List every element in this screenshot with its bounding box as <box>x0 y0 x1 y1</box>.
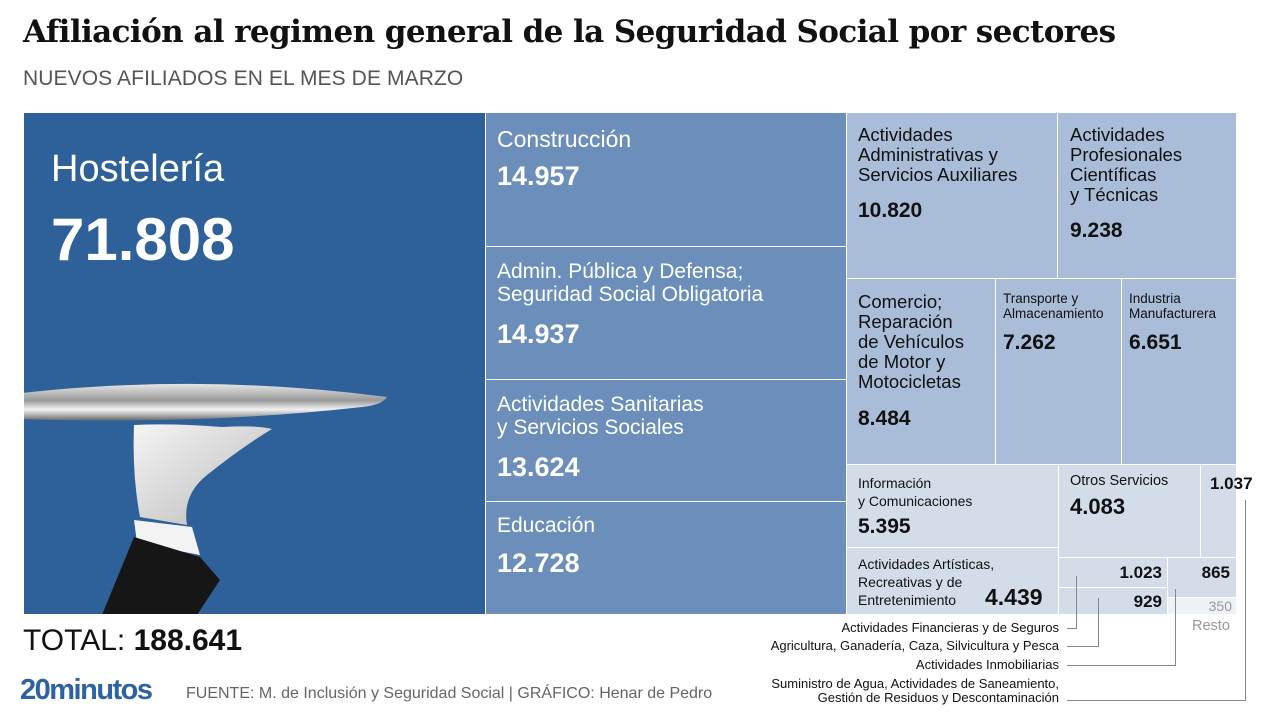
tile-label-line: y Técnicas <box>1070 183 1159 205</box>
tile-value: 1.023 <box>1119 563 1162 582</box>
tile-value: 929 <box>1133 592 1162 611</box>
tile-profesionales: Actividades Profesionales Científicas y … <box>1057 112 1237 279</box>
tile-value: 14.937 <box>497 319 580 349</box>
tile-inmobiliarias: 865 <box>1167 557 1237 598</box>
legend-inmobiliarias: Actividades Inmobiliarias <box>915 657 1059 672</box>
tile-value: 9.238 <box>1070 219 1123 242</box>
tile-label: Transporte y Almacenamiento <box>1003 291 1104 321</box>
tile-label-line: Actividades Sanitarias <box>497 393 704 416</box>
tile-label-line: Actividades <box>1070 124 1165 145</box>
tile-value: 350 <box>1208 598 1232 614</box>
tile-label-line: Actividades <box>858 124 953 145</box>
tile-value: 6.651 <box>1129 331 1182 354</box>
tile-value: 865 <box>1201 563 1230 582</box>
tile-label-line: Científicas <box>1070 163 1157 185</box>
connector-inmobiliarias <box>1067 589 1176 666</box>
waiter-tray-illustration-icon <box>24 383 387 614</box>
tile-value: 71.808 <box>51 206 235 273</box>
tile-label-line: de Vehículos <box>858 330 964 352</box>
tile-label-line: Industria <box>1129 291 1181 306</box>
tile-label-line: Administrativas y <box>858 143 998 165</box>
tile-label: Comercio; Reparación de Vehículos de Mot… <box>858 292 964 392</box>
tile-administrativas: Actividades Administrativas y Servicios … <box>846 112 1058 279</box>
chart-subtitle: NUEVOS AFILIADOS EN EL MES DE MARZO <box>23 67 464 90</box>
tile-suministro-value: 1.037 <box>1210 474 1253 493</box>
brand-logo: 20minutos <box>20 674 153 706</box>
tile-otros-servicios: Otros Servicios 4.083 <box>1058 464 1201 558</box>
legend-agricultura: Agricultura, Ganadería, Caza, Silvicultu… <box>770 638 1059 653</box>
tile-value: 12.728 <box>497 548 580 578</box>
tile-educacion: Educación 12.728 <box>485 501 847 615</box>
tile-hosteleria: Hostelería 71.808 <box>23 112 486 615</box>
tile-label-line: Motocicletas <box>858 370 961 392</box>
tile-value: 7.262 <box>1003 331 1056 354</box>
tile-label-line: y Servicios Sociales <box>497 415 684 439</box>
tray-shape <box>24 383 387 421</box>
tile-label-line: Profesionales <box>1070 143 1183 165</box>
tile-label-line: Reparación <box>858 310 953 332</box>
tile-label-line: Actividades Artísticas, <box>858 556 995 572</box>
tile-label-line: Seguridad Social Obligatoria <box>497 282 764 306</box>
legend-suministro-line: Gestión de Residuos y Descontaminación <box>817 690 1059 706</box>
tile-label: Construcción <box>497 126 632 152</box>
tile-label-line: de Motor y <box>858 350 946 372</box>
source-credit: FUENTE: M. de Inclusión y Seguridad Soci… <box>186 685 713 702</box>
tile-admin-publica: Admin. Pública y Defensa; Seguridad Soci… <box>485 246 847 380</box>
tile-label: Admin. Pública y Defensa; Seguridad Soci… <box>497 260 764 306</box>
tile-label: Industria Manufacturera <box>1129 291 1217 321</box>
tile-label-line: Recreativas y de <box>858 574 963 591</box>
tile-transporte: Transporte y Almacenamiento 7.262 <box>995 278 1122 465</box>
tile-label: Información y Comunicaciones <box>858 474 972 510</box>
tile-label: Educación <box>497 514 596 537</box>
tile-label-line: Almacenamiento <box>1003 305 1104 321</box>
total: TOTAL: 188.641 <box>23 624 242 658</box>
tile-value: 13.624 <box>497 452 580 482</box>
tile-informacion: Información y Comunicaciones 5.395 <box>846 464 1059 548</box>
tile-label-line: Admin. Pública y Defensa; <box>497 260 744 283</box>
tile-label: Actividades Sanitarias y Servicios Socia… <box>497 393 704 439</box>
legend-suministro-line: Suministro de Agua, Actividades de Sanea… <box>771 676 1059 691</box>
tile-label-line: Servicios Auxiliares <box>858 163 1018 185</box>
tile-artisticas: Actividades Artísticas, Recreativas y de… <box>846 547 1059 615</box>
total-value: 188.641 <box>133 624 243 657</box>
sleeve-shape <box>102 537 220 614</box>
tile-value: 8.484 <box>858 407 911 430</box>
legend-suministro: Suministro de Agua, Actividades de Sanea… <box>771 676 1059 706</box>
tile-label-line: Comercio; <box>858 291 943 312</box>
connector-agricultura <box>1067 598 1099 647</box>
tile-label-line: Información <box>858 475 932 491</box>
tile-suministro <box>1200 464 1237 558</box>
tile-label-line: Entretenimiento <box>858 592 957 609</box>
total-label: TOTAL: <box>23 624 126 657</box>
cuff-shape <box>134 520 200 555</box>
tile-label-line: y Comunicaciones <box>858 493 973 510</box>
chart-title: Afiliación al regimen general de la Segu… <box>23 14 1116 50</box>
tile-label: Actividades Administrativas y Servicios … <box>858 125 1017 185</box>
tile-label: Actividades Artísticas, Recreativas y de… <box>858 555 994 610</box>
tile-value: 14.957 <box>497 161 580 191</box>
glove-hand-shape <box>133 424 272 525</box>
tile-label: Otros Servicios <box>1070 473 1169 489</box>
tile-value: 5.395 <box>858 515 911 538</box>
tile-value: 4.439 <box>985 584 1043 610</box>
resto-label: Resto <box>1192 618 1230 634</box>
tile-value: 4.083 <box>1070 494 1126 519</box>
tile-industria: Industria Manufacturera 6.651 <box>1121 278 1237 465</box>
tile-value: 10.820 <box>858 199 923 222</box>
tile-sanitarias: Actividades Sanitarias y Servicios Socia… <box>485 379 847 502</box>
tile-label: Actividades Profesionales Científicas y … <box>1070 125 1182 205</box>
tile-resto: 350 <box>1167 597 1237 615</box>
tile-label-line: Transporte y <box>1003 291 1079 306</box>
legend-financieras: Actividades Financieras y de Seguros <box>841 620 1059 635</box>
tile-label-line: Manufacturera <box>1129 305 1217 321</box>
tile-label: Hostelería <box>51 148 225 190</box>
tile-comercio: Comercio; Reparación de Vehículos de Mot… <box>846 278 996 465</box>
connector-suministro <box>1067 500 1246 701</box>
tile-construccion: Construcción 14.957 <box>485 112 847 247</box>
connector-financieras <box>1067 576 1077 629</box>
